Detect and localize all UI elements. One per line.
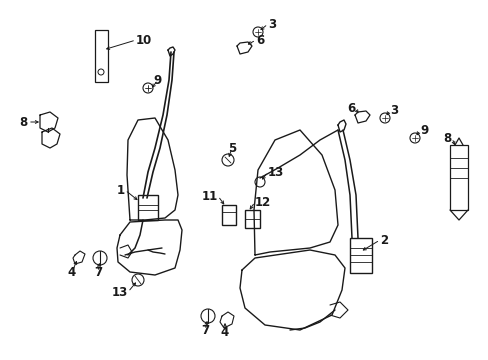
Bar bbox=[449, 145, 467, 210]
Text: 8: 8 bbox=[443, 131, 451, 144]
Bar bbox=[244, 210, 260, 228]
Text: 3: 3 bbox=[389, 104, 397, 117]
Text: 8: 8 bbox=[20, 116, 28, 129]
Text: 1: 1 bbox=[117, 184, 125, 197]
Text: 7: 7 bbox=[94, 266, 102, 279]
Text: 10: 10 bbox=[136, 33, 152, 46]
Text: 4: 4 bbox=[221, 325, 229, 338]
Text: 3: 3 bbox=[267, 18, 276, 31]
Text: 6: 6 bbox=[346, 102, 354, 114]
Text: 6: 6 bbox=[256, 33, 264, 46]
Text: 13: 13 bbox=[267, 166, 284, 179]
Text: 9: 9 bbox=[419, 123, 427, 136]
Bar bbox=[222, 205, 236, 225]
Bar bbox=[138, 195, 158, 220]
Text: 2: 2 bbox=[379, 234, 387, 247]
Bar bbox=[349, 238, 371, 273]
Text: 5: 5 bbox=[227, 141, 236, 154]
Text: 4: 4 bbox=[68, 266, 76, 279]
Text: 9: 9 bbox=[154, 73, 162, 86]
Text: 13: 13 bbox=[112, 285, 128, 298]
Text: 11: 11 bbox=[202, 189, 218, 202]
Text: 7: 7 bbox=[201, 324, 209, 337]
Text: 12: 12 bbox=[254, 195, 271, 208]
Bar bbox=[95, 30, 108, 82]
